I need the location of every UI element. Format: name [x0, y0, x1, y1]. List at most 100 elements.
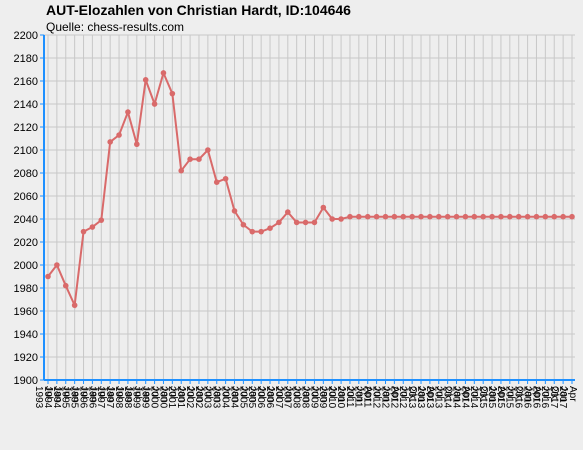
y-tick-label: 2140 — [14, 99, 38, 111]
x-tick-label: Jul2009 — [317, 386, 338, 409]
x-tick-label: Jul2002 — [193, 386, 214, 409]
y-tick-label: 2160 — [14, 76, 38, 88]
data-point — [231, 208, 238, 214]
axes — [43, 35, 575, 381]
series — [45, 69, 575, 309]
data-point — [107, 139, 113, 145]
data-point — [125, 109, 131, 115]
data-point — [409, 213, 415, 220]
data-point — [258, 228, 264, 235]
x-tick-label: Apr2014 — [450, 386, 471, 409]
grid — [44, 34, 575, 381]
x-tick-label: Jan2012 — [370, 386, 391, 409]
x-tick-label: Jan2009 — [308, 386, 329, 409]
x-tick-label: Jan2008 — [291, 386, 312, 409]
x-tick-label: Jan1998 — [113, 386, 134, 409]
x-tick-label: Jan2016 — [513, 386, 534, 409]
x-tick-label: Okt2016 — [539, 386, 560, 409]
x-tick-label: Jul1994 — [51, 386, 72, 409]
data-point — [80, 228, 87, 235]
data-point — [213, 179, 220, 185]
y-tick-label: 2080 — [14, 168, 38, 180]
x-tick-label: Apr2017 — [557, 386, 578, 409]
x-tick-label: Jan2004 — [220, 386, 241, 409]
x-tick-label: Jan2007 — [273, 386, 294, 409]
data-point — [98, 217, 105, 223]
data-point — [54, 262, 60, 268]
x-tick-label: Jan2005 — [237, 386, 258, 409]
data-point — [347, 213, 353, 220]
x-tick-label: Jan1999 — [131, 386, 152, 409]
plot-area — [44, 35, 575, 380]
data-point — [276, 219, 282, 226]
x-tick-label: Jan2011 — [344, 386, 365, 408]
x-tick-label: Jul1999 — [140, 386, 161, 409]
data-point — [240, 221, 247, 228]
x-tick-label: Jul2008 — [299, 386, 320, 409]
data-point — [533, 213, 540, 220]
x-tick-label: Jul2006 — [264, 386, 285, 409]
data-point — [480, 213, 486, 220]
data-point — [62, 282, 69, 289]
data-point — [444, 213, 451, 220]
y-tick-label: 2000 — [14, 260, 38, 272]
data-point — [311, 219, 318, 226]
x-tick-label: Jul2012 — [388, 386, 409, 409]
x-tick-label: Jan2017 — [548, 386, 569, 409]
data-point — [89, 224, 96, 230]
x-tick-label: Jan1997 — [95, 386, 116, 409]
x-tick-label: Okt2013 — [433, 386, 454, 409]
data-point — [453, 213, 460, 220]
data-point — [222, 175, 229, 182]
x-tick-label: Jul1993 — [33, 386, 54, 409]
data-point — [320, 204, 327, 211]
data-point — [45, 273, 51, 280]
x-tick-label: Okt2014 — [468, 386, 489, 409]
x-tick-label: Jul2016 — [530, 386, 551, 409]
x-tick-label: Jul2001 — [175, 386, 196, 409]
data-point — [196, 156, 202, 162]
x-tick-label: Okt2012 — [397, 386, 418, 409]
data-point — [205, 147, 211, 153]
data-point — [178, 167, 185, 174]
x-tick-label: Jul2010 — [335, 386, 356, 409]
data-point — [116, 132, 122, 138]
data-point — [356, 213, 362, 220]
data-point — [542, 213, 549, 220]
x-tick-label: Apr2011 — [353, 386, 374, 408]
data-point — [498, 213, 504, 220]
x-tick-label: Jan1996 — [77, 386, 98, 409]
x-tick-label: Jul2007 — [282, 386, 303, 409]
x-axis-ticks: Jul1993 Jan1994 Jul1994 Jan1995 Jul1995 Jan19… — [33, 380, 578, 409]
y-tick-label: 1980 — [14, 283, 38, 295]
data-point — [471, 213, 478, 220]
x-tick-label: Jul1996 — [86, 386, 107, 409]
data-point — [391, 213, 398, 220]
x-tick-label: Jan2015 — [477, 386, 498, 409]
y-tick-label: 2020 — [14, 237, 38, 249]
y-tick-label: 1900 — [14, 375, 38, 387]
x-tick-label: Jan2000 — [148, 386, 169, 409]
data-point — [134, 141, 140, 148]
x-tick-label: Jul2013 — [424, 386, 445, 409]
y-tick-label: 2180 — [14, 53, 38, 65]
x-tick-label: Jan2010 — [326, 386, 347, 409]
data-point — [507, 213, 513, 220]
x-tick-label: Jul2015 — [495, 386, 516, 409]
data-point — [400, 213, 407, 220]
x-tick-label: Apr2016 — [521, 386, 542, 409]
y-tick-label: 2060 — [14, 191, 38, 203]
chart-title: AUT-Elozahlen von Christian Hardt, ID:10… — [46, 2, 351, 18]
x-tick-label: Apr2013 — [415, 386, 436, 409]
data-point — [187, 156, 193, 162]
x-tick-label: Jan2013 — [406, 386, 427, 409]
data-point — [382, 213, 389, 220]
x-tick-label: Jul1998 — [122, 386, 143, 409]
x-tick-label: Jul2003 — [211, 386, 232, 409]
data-point — [427, 213, 433, 220]
data-point — [524, 213, 531, 220]
data-point — [560, 213, 566, 220]
data-point — [462, 213, 469, 220]
data-point — [551, 213, 558, 220]
